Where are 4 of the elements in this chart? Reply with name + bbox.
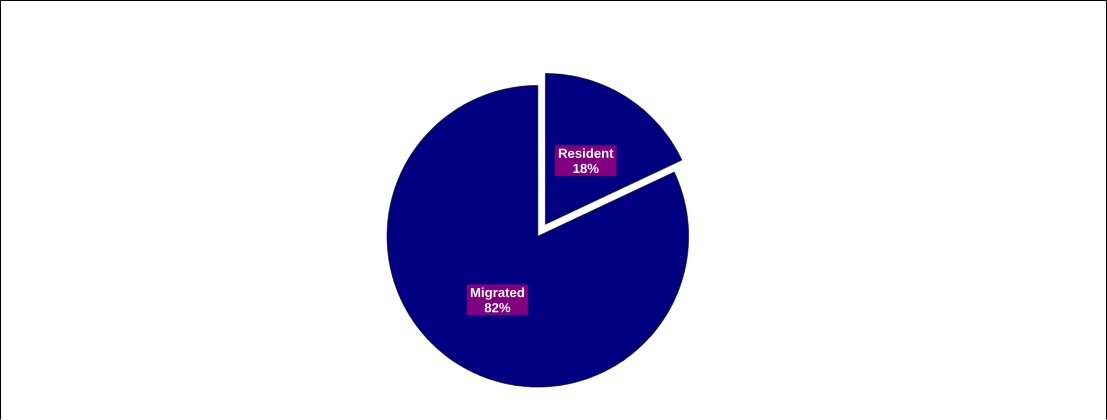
slice-label: Migrated (470, 287, 524, 300)
data-label: 18% (573, 163, 599, 174)
data-label: 82% (484, 303, 511, 313)
slice-label: Resident (558, 148, 614, 158)
